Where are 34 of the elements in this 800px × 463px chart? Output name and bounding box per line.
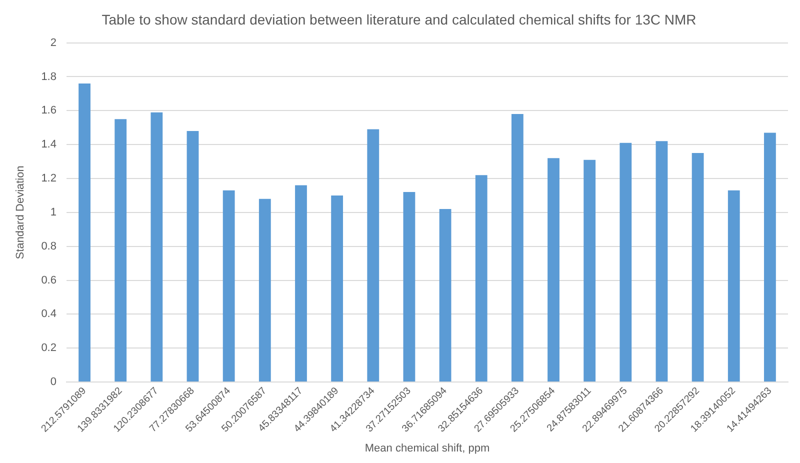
bar (367, 129, 380, 382)
bar (764, 132, 776, 382)
y-tick-label: 0.6 (41, 274, 56, 286)
bar (620, 142, 632, 382)
y-tick-label: 2 (50, 36, 56, 49)
bar (728, 190, 740, 382)
y-tick-label: 0.4 (41, 308, 56, 320)
bar (114, 119, 127, 382)
chart-title: Table to show standard deviation between literature and calculated chemical shifts for 13C NMR (102, 11, 696, 28)
bar (511, 114, 524, 382)
bar (186, 131, 199, 382)
y-tick-label: 1.8 (41, 70, 56, 83)
bar (78, 84, 90, 382)
y-axis-title: Standard Deviation (14, 166, 27, 260)
bar (295, 185, 307, 382)
y-tick-label: 1.2 (41, 172, 56, 185)
bar (403, 192, 416, 382)
y-tick-label: 0 (50, 376, 56, 388)
bar (656, 141, 668, 382)
bar (584, 160, 596, 382)
x-axis-title: Mean chemical shift, ppm (364, 442, 490, 454)
bar (258, 198, 271, 382)
bar (331, 195, 344, 382)
bar (692, 153, 704, 382)
bar (150, 112, 163, 382)
bar (548, 158, 560, 382)
y-tick-label: 1 (50, 206, 56, 218)
y-tick-label: 0.8 (41, 240, 56, 252)
y-tick-label: 1.6 (41, 104, 56, 117)
y-tick-label: 1.4 (41, 138, 56, 151)
bar (222, 190, 235, 382)
bar (475, 175, 488, 382)
y-tick-label: 0.2 (41, 342, 56, 354)
bar (439, 209, 452, 382)
